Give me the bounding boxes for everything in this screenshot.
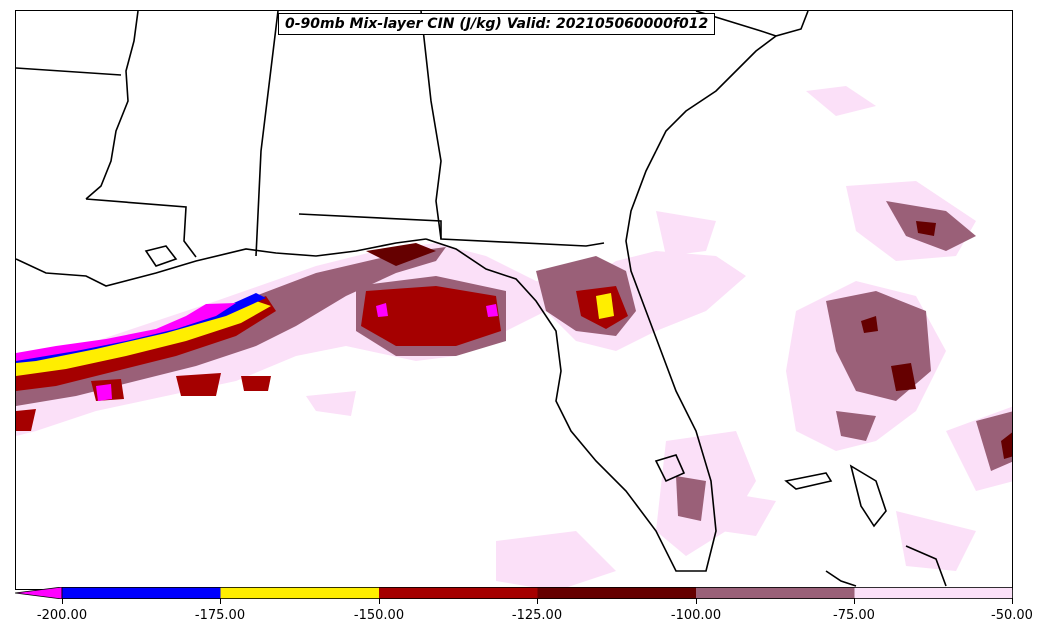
colorbar-segment-4: [537, 587, 696, 599]
colorbar-segment-5: [696, 587, 855, 599]
colorbar-segment-1: [62, 587, 221, 599]
colorbar-tick: [1012, 598, 1013, 604]
colorbar-label: -50.00: [991, 608, 1033, 623]
colorbar-tick: [854, 598, 855, 604]
boundaries: [16, 11, 947, 587]
colorbar-tick: [379, 598, 380, 604]
colorbar-tick: [220, 598, 221, 604]
map-title: 0-90mb Mix-layer CIN (J/kg) Valid: 20210…: [278, 13, 716, 35]
colorbar-tick: [537, 598, 538, 604]
colorbar-tick: [696, 598, 697, 604]
cin-shading-magenta: [16, 303, 498, 401]
colorbar-label: -200.00: [36, 608, 88, 623]
colorbar-tick: [62, 598, 63, 604]
colorbar-segment-6: [854, 587, 1013, 599]
colorbar-label: -150.00: [353, 608, 405, 623]
colorbar-label: -175.00: [194, 608, 246, 623]
map-panel: [15, 10, 1013, 590]
colorbar-segment-3: [379, 587, 538, 599]
cin-shading-maroon: [366, 221, 1012, 459]
colorbar-label: -75.00: [833, 608, 875, 623]
colorbar-label: -100.00: [670, 608, 722, 623]
colorbar: [15, 587, 1013, 599]
colorbar-extend-min: [15, 587, 63, 599]
colorbar-label: -125.00: [511, 608, 563, 623]
cin-map: [16, 11, 1012, 589]
colorbar-segment-2: [220, 587, 379, 599]
